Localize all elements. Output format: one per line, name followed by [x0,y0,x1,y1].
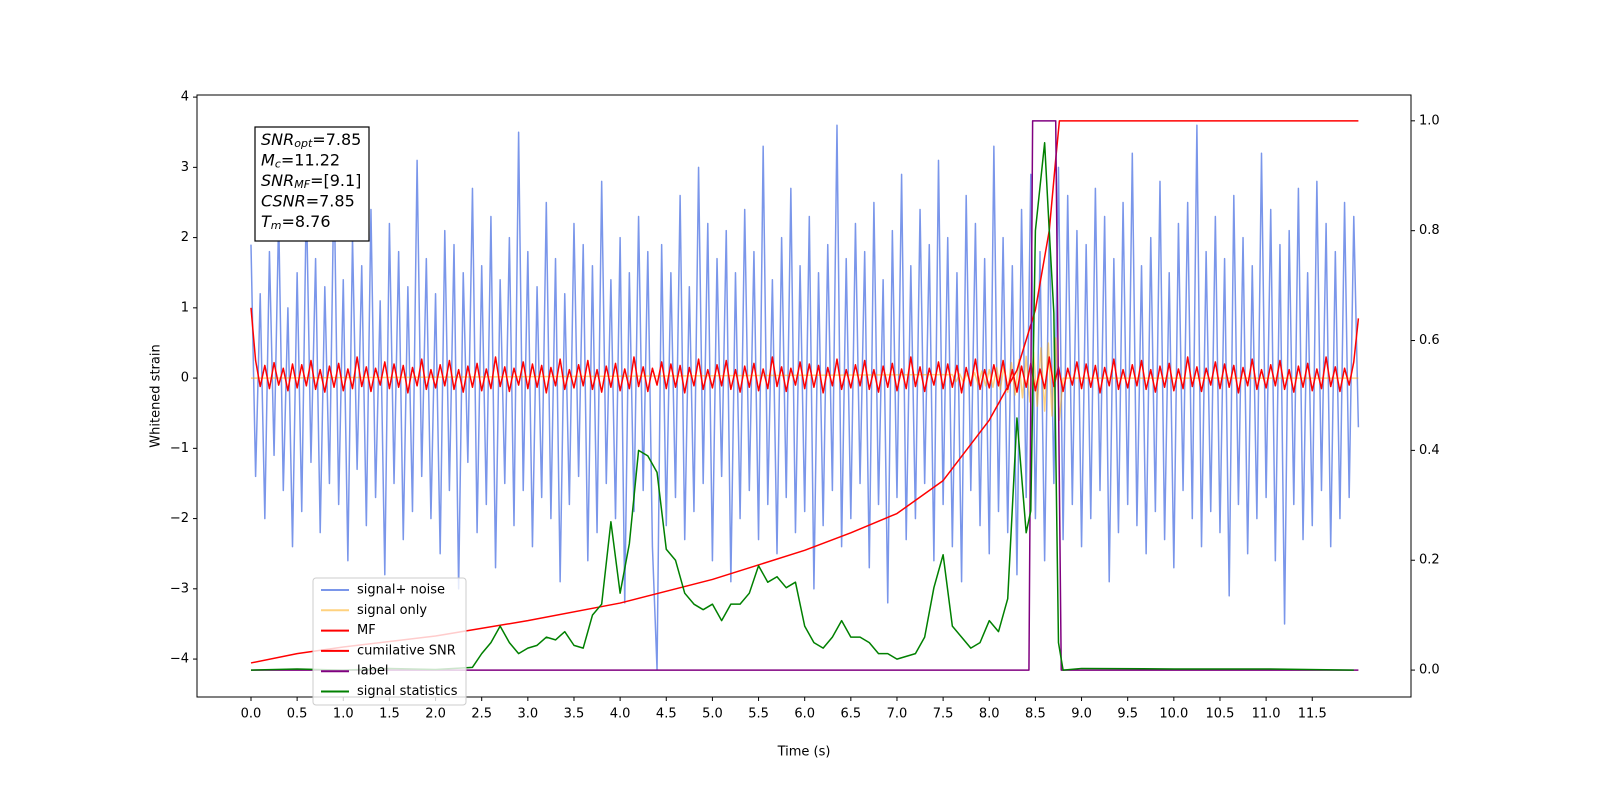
y-tick-label: −2 [170,511,189,526]
x-tick-label: 9.0 [1071,707,1092,722]
y2-tick-label: 0.2 [1419,553,1440,568]
x-tick-label: 3.5 [564,707,585,722]
y-tick-label: 1 [181,300,189,315]
legend-label: signal statistics [357,684,458,699]
annotation-text: Tm=8.76 [261,212,331,233]
legend-label: cumilative SNR [357,643,456,658]
x-tick-label: 6.5 [840,707,861,722]
annotation-value: =7.85 [306,191,355,210]
x-tick-label: 11.0 [1252,707,1281,722]
annotation-var: T [261,212,272,231]
annotation-box [254,126,370,242]
series-line [250,120,1359,671]
x-tick-label: 1.5 [379,707,400,722]
annotation-text: SNRopt=7.85 [261,130,361,151]
x-tick-label: 2.5 [471,707,492,722]
annotation-sub: m [271,219,282,232]
y-tick-label: −4 [170,652,189,667]
y2-tick-label: 1.0 [1419,113,1440,128]
annotation-var: SNR [261,171,294,190]
x-tick-label: 1.0 [333,707,354,722]
y-tick-label: 4 [181,90,189,105]
annotation-value: =8.76 [282,212,331,231]
y-axis-label: Whitened strain [149,344,164,447]
x-tick-label: 5.0 [702,707,723,722]
x-axis-label: Time (s) [777,745,831,760]
annotation-text: SNRMF=[9.1] [261,171,361,192]
legend-box [312,577,467,706]
x-tick-label: 7.0 [887,707,908,722]
series-line [250,142,1354,671]
annotation-sub: MF [294,178,310,191]
annotation-var: SNR [261,130,294,149]
y-tick-label: −1 [170,441,189,456]
y-tick-label: −3 [170,581,189,596]
x-tick-label: 10.5 [1205,707,1234,722]
x-tick-label: 11.5 [1298,707,1327,722]
annotation-sub: c [275,158,281,171]
legend-label: signal only [357,603,427,618]
plot-frame [196,94,1412,698]
x-tick-label: 0.5 [287,707,308,722]
y2-tick-label: 0.8 [1419,223,1440,238]
annotation-var: CSNR [261,191,306,210]
annotation-value: =[9.1] [310,171,361,190]
x-tick-label: 8.0 [979,707,1000,722]
annotation-value: =11.22 [281,150,340,169]
x-tick-label: 4.0 [610,707,631,722]
y2-tick-label: 0.0 [1419,663,1440,678]
annotation-var: M [261,150,275,169]
x-tick-label: 2.0 [425,707,446,722]
x-tick-label: 5.5 [748,707,769,722]
annotation-text: Mc=11.22 [261,150,340,171]
annotation-sub: opt [294,137,313,150]
annotation-text: CSNR=7.85 [261,191,355,210]
x-tick-label: 8.5 [1025,707,1046,722]
x-tick-label: 10.0 [1159,707,1188,722]
series-line [250,307,1360,394]
x-tick-label: 3.0 [517,707,538,722]
y-tick-label: 0 [181,371,189,386]
series-line [250,124,1360,671]
annotation-value: =7.85 [312,130,361,149]
y2-tick-label: 0.6 [1419,333,1440,348]
legend-label: label [357,664,388,679]
x-tick-label: 9.5 [1117,707,1138,722]
legend-label: MF [357,623,376,638]
x-tick-label: 6.0 [794,707,815,722]
y-tick-label: 3 [181,160,189,175]
y-tick-label: 2 [181,230,189,245]
x-tick-label: 7.5 [933,707,954,722]
x-tick-label: 4.5 [656,707,677,722]
x-tick-label: 0.0 [241,707,262,722]
legend-label: signal+ noise [357,583,445,598]
y2-tick-label: 0.4 [1419,443,1440,458]
